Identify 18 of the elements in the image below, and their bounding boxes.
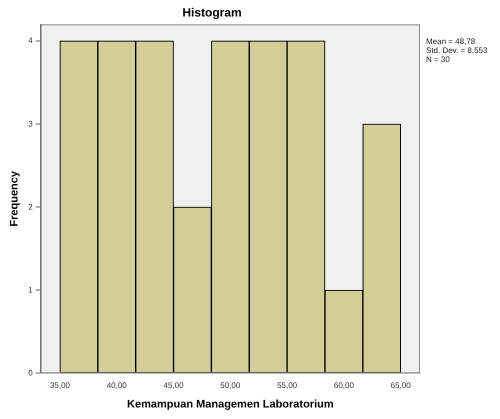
x-axis-title: Kemampuan Managemen Laboratorium [127,398,334,410]
x-tick-label: 65,00 [390,381,412,390]
text: N = 30 [426,55,451,64]
text: Mean = 48,78 [426,37,476,46]
y-axis-title: Frequency [8,170,21,227]
y-tick-label: 4 [28,36,34,46]
x-tick-label: 40,00 [106,381,128,390]
y-tick-label: 3 [28,119,34,128]
text: Std. Dev. = 8,553 [426,46,488,55]
x-tick-label: 60,00 [334,381,354,390]
x-tick-label: 45,00 [164,381,184,390]
y-tick-label: 2 [28,202,34,212]
y-tick-label: 1 [28,285,34,294]
chart-title: Histogram [182,6,242,20]
y-tick-label: 0 [28,368,34,378]
x-tick-label: 50,00 [220,381,241,390]
x-tick-label: 35,00 [50,381,71,390]
x-tick-label: 55,00 [277,381,298,390]
